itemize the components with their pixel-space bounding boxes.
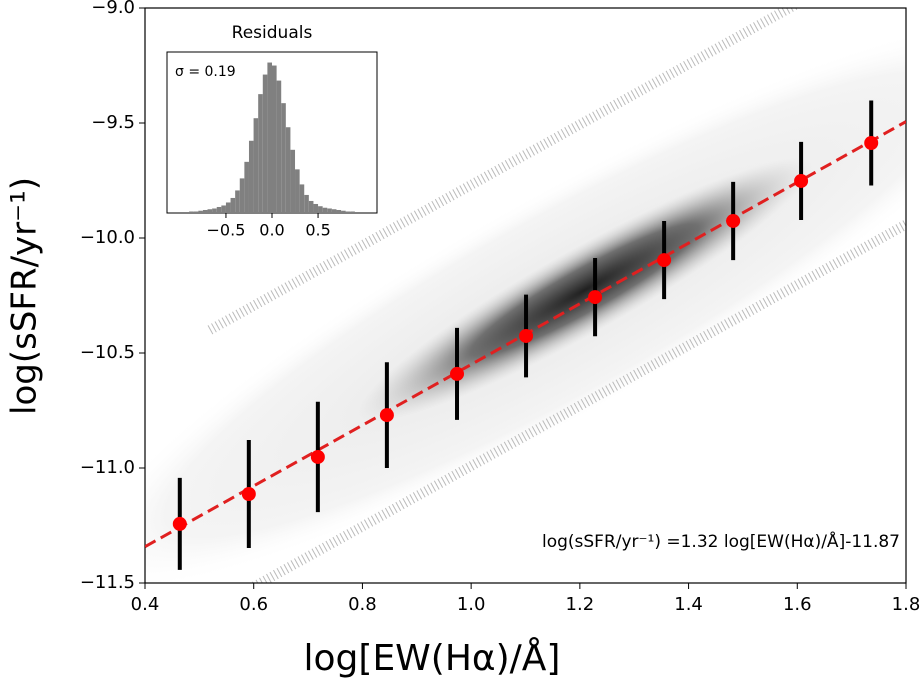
histogram-bar (244, 161, 249, 213)
data-point (379, 408, 394, 423)
plot-frame (144, 7, 907, 584)
y-tick-label: −9.5 (91, 112, 135, 133)
histogram-bar (198, 210, 203, 213)
histogram-bar (276, 80, 282, 214)
data-point (450, 366, 465, 381)
histogram-bar (318, 206, 323, 213)
histogram-bar (262, 74, 268, 213)
y-tick-label: −10.0 (80, 227, 135, 248)
histogram-bar (285, 127, 291, 213)
histogram-bar (216, 206, 222, 213)
histogram-bar (313, 203, 319, 213)
x-tick-label: 1.6 (783, 594, 812, 615)
data-point (172, 516, 187, 531)
histogram-bar (253, 118, 259, 213)
histogram-bar (327, 208, 332, 213)
x-tick-label: 0.6 (239, 594, 268, 615)
x-tick-label: 0.8 (348, 594, 377, 615)
histogram-bar (290, 149, 296, 213)
data-point (864, 136, 879, 151)
histogram-bar (345, 211, 351, 213)
inset-x-tick-label: −0.5 (207, 221, 246, 240)
data-point (310, 449, 325, 464)
histogram-bar (299, 184, 305, 213)
histogram-bar (350, 211, 355, 213)
histogram-bar (235, 190, 240, 213)
data-point (657, 253, 672, 268)
histogram-bar (304, 194, 309, 213)
histogram-bar (341, 210, 346, 213)
y-tick-label: −9.0 (91, 0, 135, 18)
data-point (726, 213, 741, 228)
fit-equation: log(sSFR/yr⁻¹) =1.32 log[EW(Hα)/Å]-11.87 (542, 530, 900, 552)
x-tick-label: 1.8 (892, 594, 921, 615)
histogram-bar (295, 169, 300, 213)
histogram-bar (239, 178, 245, 213)
inset-title: Residuals (232, 23, 313, 43)
histogram-bar (331, 209, 337, 213)
data-point (519, 328, 534, 343)
histogram-bar (189, 211, 194, 213)
data-point (794, 173, 809, 188)
x-tick-label: 1.4 (674, 594, 703, 615)
histogram-bar (202, 209, 208, 213)
inset-annotation: σ = 0.19 (175, 64, 236, 80)
histogram-bar (248, 140, 254, 213)
histogram-bar (258, 94, 263, 213)
density-backdrop (145, 8, 906, 583)
y-tick-label: −10.5 (80, 342, 135, 363)
histogram-bar (212, 208, 217, 213)
x-tick-label: 1.2 (566, 594, 595, 615)
y-tick-label: −11.0 (80, 457, 135, 478)
y-axis-label: log(sSFR/yr⁻¹) (5, 177, 45, 415)
inset-x-tick-label: 0.0 (259, 221, 284, 240)
y-tick-label: −11.5 (80, 572, 135, 593)
histogram-bar (230, 197, 236, 213)
histogram-bar (221, 205, 226, 213)
histogram-bar (207, 209, 213, 213)
x-axis-label: log[EW(Hα)/Å] (304, 636, 561, 679)
data-point (588, 290, 603, 305)
inset-x-tick-label: 0.5 (305, 221, 330, 240)
histogram-bar (272, 65, 277, 213)
histogram-bar (267, 62, 272, 213)
histogram-bar (193, 211, 199, 213)
x-tick-label: 1.0 (457, 594, 486, 615)
x-tick-label: 0.4 (131, 594, 160, 615)
histogram-bar (281, 103, 286, 213)
histogram-bar (225, 202, 231, 213)
histogram-bar (322, 207, 328, 213)
data-point (241, 486, 256, 501)
histogram-bar (308, 200, 314, 213)
histogram-bar (336, 209, 342, 213)
